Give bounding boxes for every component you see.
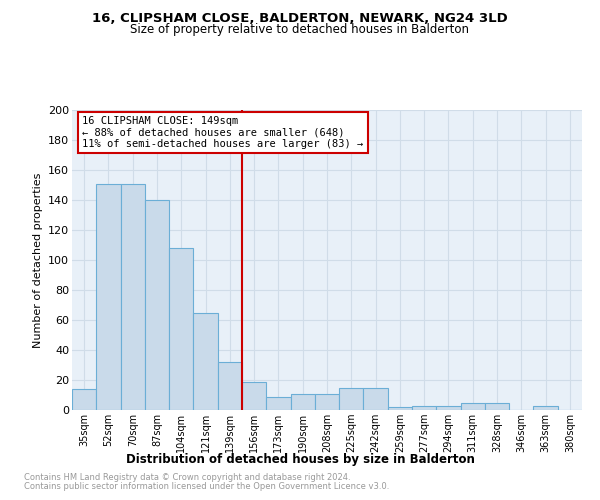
Bar <box>169 248 193 410</box>
Bar <box>461 402 485 410</box>
Bar <box>96 184 121 410</box>
Bar <box>290 394 315 410</box>
Bar <box>72 389 96 410</box>
Bar <box>364 388 388 410</box>
Text: 16 CLIPSHAM CLOSE: 149sqm
← 88% of detached houses are smaller (648)
11% of semi: 16 CLIPSHAM CLOSE: 149sqm ← 88% of detac… <box>82 116 364 149</box>
Bar <box>121 184 145 410</box>
Bar <box>436 406 461 410</box>
Bar <box>145 200 169 410</box>
Text: Contains HM Land Registry data © Crown copyright and database right 2024.: Contains HM Land Registry data © Crown c… <box>24 474 350 482</box>
Text: Contains public sector information licensed under the Open Government Licence v3: Contains public sector information licen… <box>24 482 389 491</box>
Bar <box>266 396 290 410</box>
Bar <box>315 394 339 410</box>
Y-axis label: Number of detached properties: Number of detached properties <box>32 172 43 348</box>
Bar <box>485 402 509 410</box>
Bar <box>388 407 412 410</box>
Text: Distribution of detached houses by size in Balderton: Distribution of detached houses by size … <box>125 452 475 466</box>
Bar <box>412 406 436 410</box>
Bar <box>242 382 266 410</box>
Text: Size of property relative to detached houses in Balderton: Size of property relative to detached ho… <box>131 22 470 36</box>
Bar <box>193 312 218 410</box>
Text: 16, CLIPSHAM CLOSE, BALDERTON, NEWARK, NG24 3LD: 16, CLIPSHAM CLOSE, BALDERTON, NEWARK, N… <box>92 12 508 26</box>
Bar <box>533 406 558 410</box>
Bar <box>218 362 242 410</box>
Bar <box>339 388 364 410</box>
